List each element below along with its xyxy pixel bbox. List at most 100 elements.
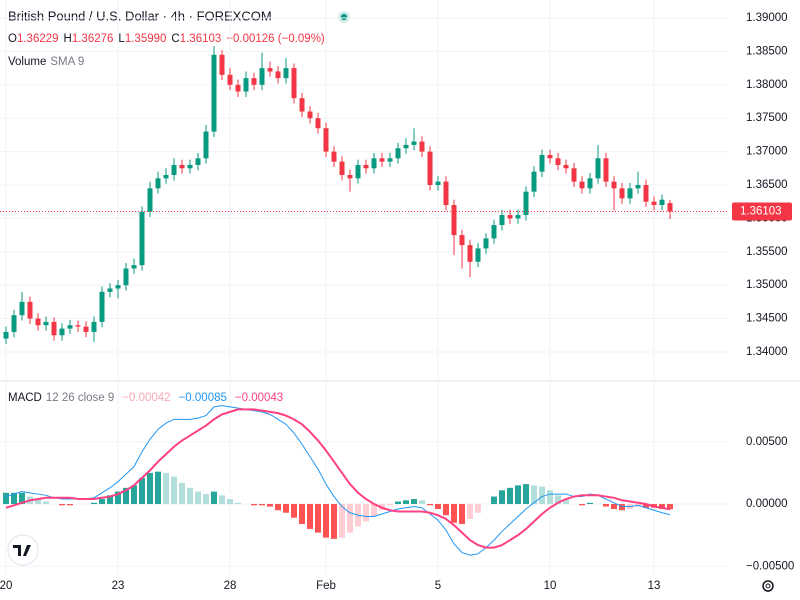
candle-body [235,84,241,92]
x-tick-label: 5 [435,580,441,592]
candle-body [259,68,265,85]
y-tick-label: 1.34000 [746,346,788,358]
histogram-bar [619,504,625,511]
ohlc-key: L [118,33,125,45]
candle-body [643,184,649,202]
ohlc-legend: O1.36229 H1.36276 L1.35990 C1.36103 −0.00126… [8,33,325,45]
histogram-bar [539,486,545,505]
histogram-bar [299,504,305,524]
histogram-bar [587,502,593,505]
candle-body [635,184,641,189]
x-tick-label: 23 [112,580,125,592]
candle-body [555,158,561,165]
candle-body [371,158,377,169]
histogram-bar [131,485,137,505]
histogram-bar [339,504,345,538]
candle-body [315,118,321,129]
volume-name: Volume [8,56,46,68]
candle-body [99,291,105,322]
candle-body [443,181,449,206]
histogram-bar [267,504,273,507]
candle-body [115,285,121,289]
ohlc-value: 1.35990 [125,33,167,45]
settings-icon[interactable] [762,580,774,592]
candle-body [427,151,433,185]
candle-body [43,321,49,326]
histogram-bar [275,504,281,511]
candle-body [131,265,137,269]
candle-body [3,331,9,339]
ohlc-key: H [64,33,72,45]
histogram-bar [139,477,145,505]
histogram-bar [523,484,529,505]
histogram-bar [547,490,553,505]
candle-body [139,211,145,266]
last-price-label: 1.36103 [740,206,782,218]
histogram-bar [323,504,329,538]
macd-legend: MACD 12 26 close 9 −0.00042 −0.00085 −0.0004… [8,392,283,404]
gear-hub[interactable] [765,583,771,589]
histogram-bar [307,504,313,529]
histogram-bar [163,472,169,505]
candle-body [467,245,473,262]
histogram-bar [451,504,457,523]
histogram-bar [659,504,665,510]
candle-body [91,321,97,332]
candle-body [339,161,345,175]
candle-body [331,151,337,162]
candle-body [403,144,409,149]
histogram-bar [147,472,153,505]
candle-body [323,128,329,152]
candle-body [619,188,625,199]
histogram-bar [35,499,41,505]
candle-body [515,215,521,219]
candle-body [587,178,593,189]
histogram-bar [395,501,401,505]
candle-body [475,248,481,262]
y-tick-label: 1.34500 [746,313,788,325]
candle-body [19,301,25,316]
candle-body [83,326,89,332]
candle-body [611,181,617,189]
y-tick-label: 1.38000 [746,79,788,91]
histogram-bar [403,500,409,505]
histogram-bar [115,491,121,505]
x-tick-label: 28 [224,580,237,592]
candle-body [155,178,161,189]
ohlc-value: 1.36276 [72,33,114,45]
candle-body [571,168,577,182]
y-tick-label: 1.39000 [746,12,788,24]
histogram-bar [411,499,417,505]
candle-body [243,78,249,92]
candle-body [163,174,169,179]
candle-body [35,318,41,326]
candle-body [291,68,297,99]
candle-body [603,158,609,182]
histogram-bar [3,492,9,505]
histogram-bar [99,499,105,505]
candle-body [483,238,489,249]
histogram-bar [443,504,449,516]
histogram-bar [603,504,609,507]
candle-body [363,164,369,169]
histogram-bar [579,504,585,506]
y-tick-label: 1.38500 [746,45,788,57]
histogram-bar [227,499,233,505]
candle-body [491,225,497,239]
candle-body [379,158,385,162]
candle-body [11,315,17,332]
gear[interactable] [762,580,774,592]
candle-body [459,235,465,246]
histogram-bar [507,487,513,505]
macd-params: 12 26 close 9 [46,392,114,404]
macd-line [5,405,671,556]
y-tick-label: 1.36500 [746,179,788,191]
macd-legend-value: −0.00085 [179,392,227,404]
histogram-bar [331,504,337,539]
y-tick-label: 1.37000 [746,146,788,158]
histogram-bar [259,504,265,506]
candle-body [307,111,313,119]
candle-body [59,328,65,336]
candle-body [171,164,177,175]
